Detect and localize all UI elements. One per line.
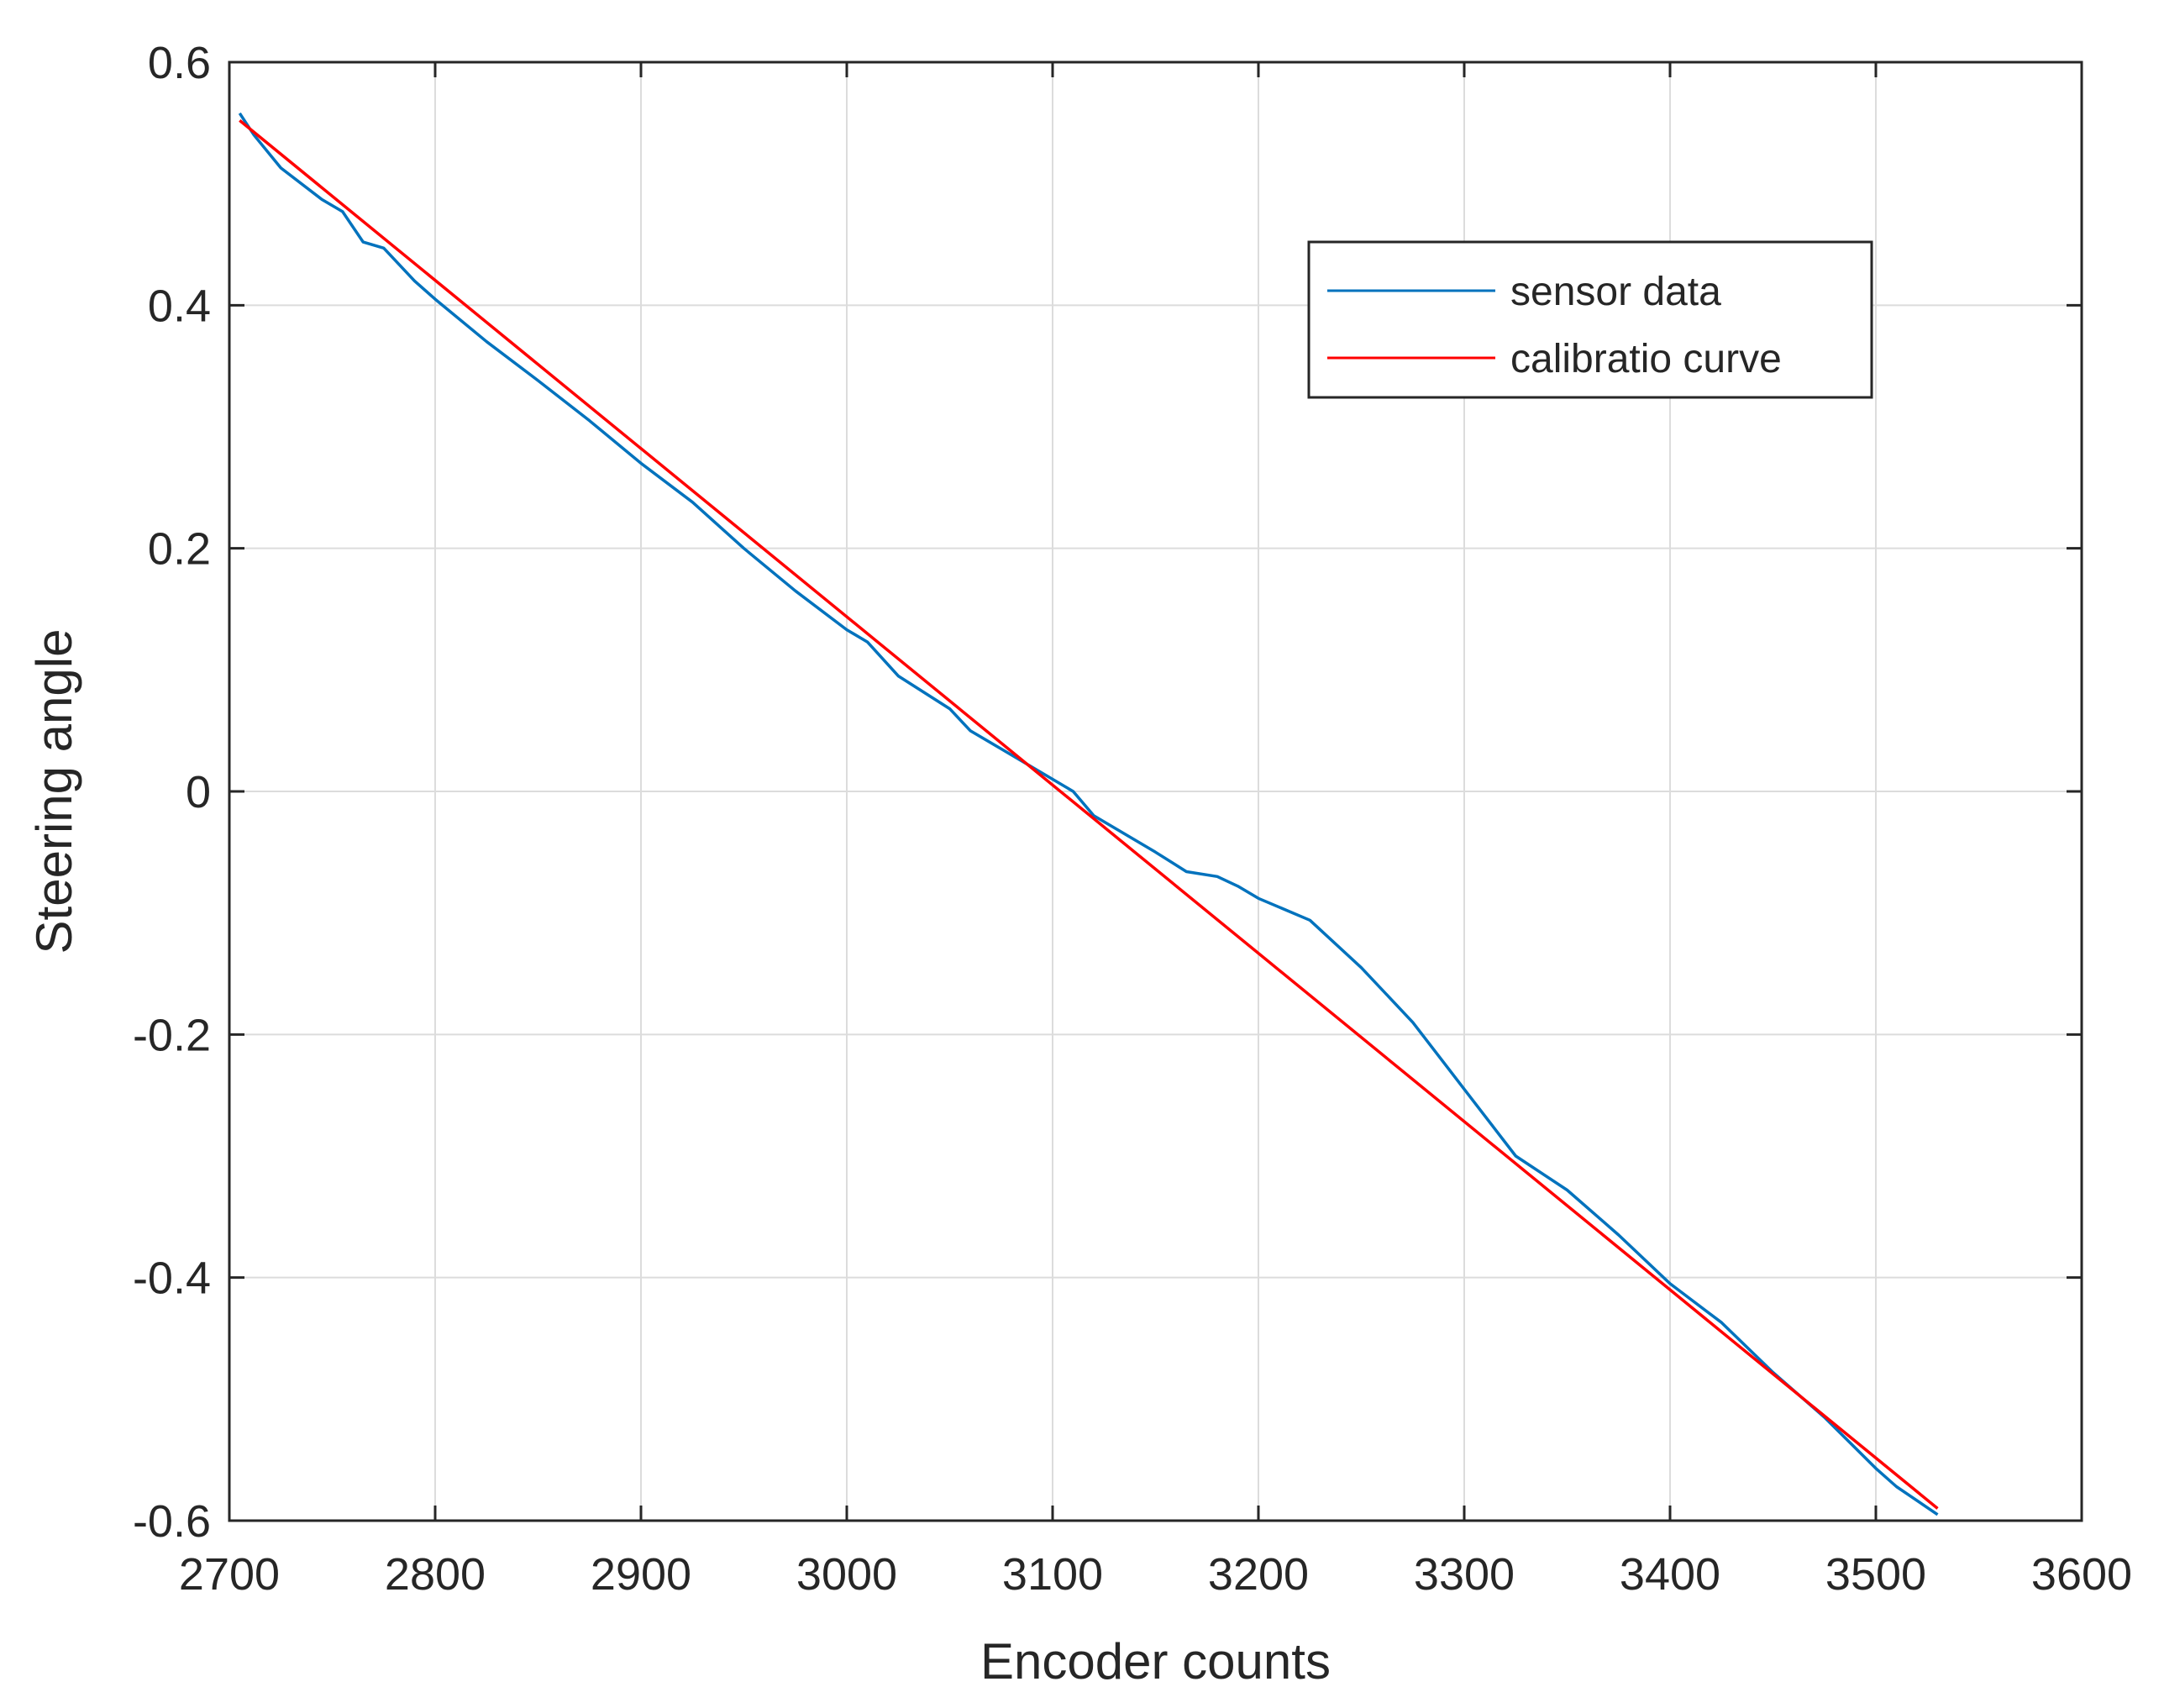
x-tick-label: 3300 [1414, 1549, 1515, 1600]
y-tick-label: 0 [186, 767, 211, 817]
x-axis-label: Encoder counts [980, 1633, 1331, 1690]
y-tick-label: 0.4 [148, 281, 211, 331]
y-tick-label: 0.6 [148, 38, 211, 88]
x-tick-label: 3200 [1208, 1549, 1309, 1600]
x-tick-label: 3600 [2031, 1549, 2132, 1600]
grid-lines [229, 62, 2082, 1521]
legend: sensor data calibratio curve [1307, 240, 1873, 399]
x-tick-label: 3400 [1620, 1549, 1720, 1600]
x-tick-label: 3000 [796, 1549, 897, 1600]
x-tick-label: 3100 [1002, 1549, 1103, 1600]
y-tick-label: -0.2 [133, 1010, 211, 1060]
x-tick-label: 2900 [591, 1549, 691, 1600]
data-series [238, 112, 1939, 1516]
x-tick-label: 3500 [1825, 1549, 1926, 1600]
x-tick-label: 2800 [385, 1549, 486, 1600]
series-line-calibration-curve [239, 119, 1939, 1510]
y-axis-label: Steering angle [26, 629, 82, 954]
y-tick-label: 0.2 [148, 524, 211, 575]
legend-label-calibration-curve: calibratio curve [1510, 337, 1782, 381]
y-tick-label: -0.4 [133, 1253, 211, 1304]
legend-box [1307, 240, 1873, 399]
legend-label-sensor-data: sensor data [1510, 270, 1721, 314]
axis-ticks [228, 60, 2083, 1522]
axis-tick-labels: 2700 2800 2900 3000 3100 3200 3300 3400 3500 3600… [133, 38, 2132, 1600]
x-tick-label: 2700 [179, 1549, 280, 1600]
y-tick-label: -0.6 [133, 1496, 211, 1547]
